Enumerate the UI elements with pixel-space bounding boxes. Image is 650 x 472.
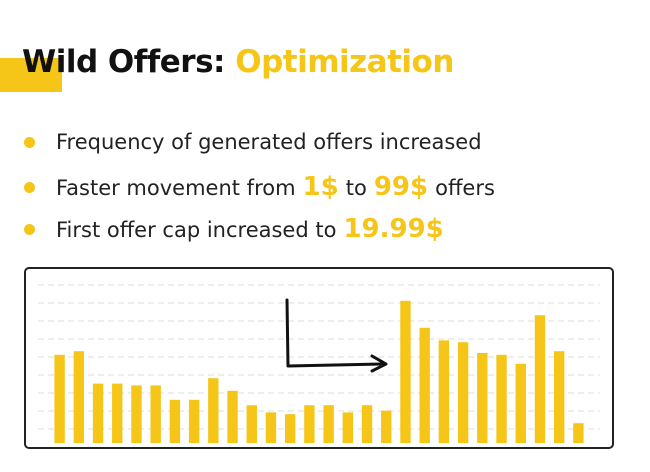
- bar: [265, 412, 277, 443]
- bar: [131, 385, 142, 443]
- bar: [457, 342, 469, 443]
- bars: [54, 300, 584, 443]
- bar: [496, 354, 507, 443]
- bar: [573, 423, 584, 443]
- bullet-text: offers: [435, 176, 495, 200]
- bullet-highlight: 1$: [302, 172, 339, 202]
- bar: [73, 351, 85, 443]
- bullet-highlight: 19.99$: [343, 214, 444, 244]
- title-accent: Optimization: [235, 44, 454, 80]
- bullet: Frequency of generated offers increased: [24, 130, 482, 154]
- bar: [342, 412, 354, 443]
- bar: [323, 405, 334, 443]
- arrow: [285, 298, 388, 373]
- bullet-text: to: [345, 176, 367, 200]
- bullet-text: First offer cap increased to: [56, 218, 337, 242]
- bar: [112, 383, 123, 443]
- bar: [54, 354, 65, 443]
- bullet-text: Faster movement from: [56, 176, 296, 200]
- bar: [208, 378, 219, 443]
- bar: [304, 405, 315, 443]
- bar: [246, 405, 257, 443]
- bar: [381, 410, 392, 443]
- bar: [477, 353, 488, 443]
- bar: [419, 327, 430, 443]
- bar: [438, 340, 450, 443]
- title: Wild Offers: Optimization: [22, 44, 454, 80]
- bar: [400, 300, 411, 443]
- highlight: [0, 58, 62, 92]
- bar: [188, 399, 200, 443]
- bar: [361, 405, 373, 443]
- bar: [150, 385, 161, 443]
- title-main: Wild Offers:: [22, 44, 225, 80]
- bullet-dot: [24, 181, 35, 193]
- bar: [227, 390, 238, 443]
- bullet-dot: [24, 136, 35, 148]
- bar: [284, 414, 296, 443]
- bullet-dot: [24, 223, 35, 235]
- bullet: Faster movement from 1$ to 99$ offers: [24, 172, 495, 202]
- bar: [534, 315, 546, 443]
- bullet: First offer cap increased to 19.99$: [24, 214, 444, 244]
- chart-frame: [24, 267, 614, 449]
- bullet-text: Frequency of generated offers increased: [56, 130, 482, 154]
- bar: [553, 351, 565, 443]
- bar: [515, 363, 526, 443]
- bullet-highlight: 99$: [373, 172, 429, 202]
- bar: [169, 399, 181, 443]
- bar: [92, 383, 104, 443]
